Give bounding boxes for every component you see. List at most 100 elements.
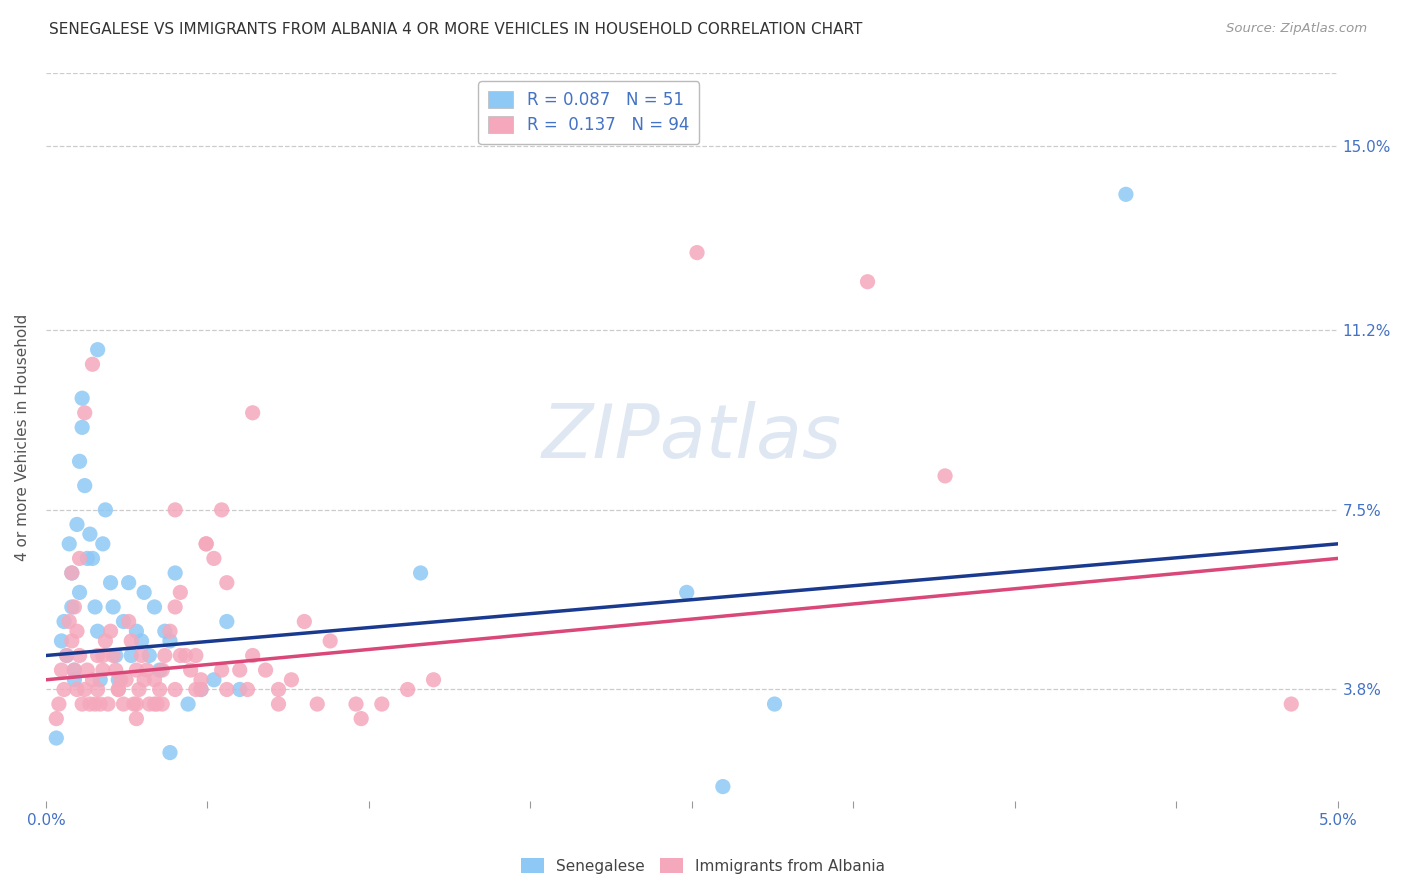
Point xyxy=(100,575,122,590)
Point xyxy=(280,673,302,687)
Point xyxy=(165,682,187,697)
Point xyxy=(344,697,367,711)
Point xyxy=(82,551,104,566)
Point xyxy=(107,673,129,687)
Point xyxy=(675,585,697,599)
Point xyxy=(138,648,160,663)
Point xyxy=(89,673,111,687)
Point xyxy=(89,697,111,711)
Text: Source: ZipAtlas.com: Source: ZipAtlas.com xyxy=(1226,22,1367,36)
Point xyxy=(94,503,117,517)
Point xyxy=(174,648,197,663)
Point xyxy=(131,648,153,663)
Point xyxy=(55,648,77,663)
Point xyxy=(153,624,176,639)
Point xyxy=(91,663,114,677)
Point xyxy=(53,682,76,697)
Point xyxy=(143,599,166,614)
Point xyxy=(60,599,83,614)
Point xyxy=(153,648,176,663)
Point xyxy=(66,517,89,532)
Point xyxy=(60,634,83,648)
Point xyxy=(45,731,67,745)
Point xyxy=(229,682,252,697)
Point xyxy=(165,503,187,517)
Point xyxy=(91,537,114,551)
Point xyxy=(211,663,233,677)
Point xyxy=(149,663,172,677)
Point xyxy=(1279,697,1302,711)
Point xyxy=(1115,187,1137,202)
Point xyxy=(82,673,104,687)
Point xyxy=(307,697,329,711)
Point xyxy=(165,599,187,614)
Point xyxy=(76,551,98,566)
Point xyxy=(58,615,80,629)
Point xyxy=(110,673,132,687)
Point xyxy=(711,780,734,794)
Point xyxy=(112,615,135,629)
Point xyxy=(55,648,77,663)
Y-axis label: 4 or more Vehicles in Household: 4 or more Vehicles in Household xyxy=(15,313,30,561)
Point xyxy=(82,357,104,371)
Point xyxy=(763,697,786,711)
Point xyxy=(53,615,76,629)
Point xyxy=(112,697,135,711)
Point xyxy=(229,663,252,677)
Point xyxy=(159,624,181,639)
Point xyxy=(149,682,172,697)
Point xyxy=(180,663,202,677)
Point xyxy=(101,599,124,614)
Point xyxy=(143,673,166,687)
Point xyxy=(934,469,956,483)
Point xyxy=(107,682,129,697)
Point xyxy=(79,697,101,711)
Point xyxy=(86,682,108,697)
Point xyxy=(84,599,107,614)
Point xyxy=(128,682,150,697)
Point xyxy=(215,615,238,629)
Point xyxy=(60,566,83,580)
Point xyxy=(856,275,879,289)
Point xyxy=(107,682,129,697)
Point xyxy=(236,682,259,697)
Point xyxy=(195,537,218,551)
Point xyxy=(51,663,73,677)
Point xyxy=(350,712,373,726)
Point xyxy=(97,697,120,711)
Point xyxy=(150,697,173,711)
Point xyxy=(117,575,139,590)
Point xyxy=(134,673,156,687)
Point xyxy=(45,712,67,726)
Point xyxy=(86,624,108,639)
Point xyxy=(165,566,187,580)
Point xyxy=(202,673,225,687)
Point xyxy=(69,648,91,663)
Point xyxy=(190,673,212,687)
Text: SENEGALESE VS IMMIGRANTS FROM ALBANIA 4 OR MORE VEHICLES IN HOUSEHOLD CORRELATIO: SENEGALESE VS IMMIGRANTS FROM ALBANIA 4 … xyxy=(49,22,863,37)
Point xyxy=(131,634,153,648)
Text: ZIPatlas: ZIPatlas xyxy=(541,401,842,473)
Point xyxy=(254,663,277,677)
Point xyxy=(125,697,148,711)
Point xyxy=(104,648,127,663)
Point xyxy=(69,585,91,599)
Point xyxy=(292,615,315,629)
Point xyxy=(70,697,93,711)
Point xyxy=(146,697,169,711)
Point xyxy=(422,673,444,687)
Point xyxy=(184,682,207,697)
Point xyxy=(396,682,419,697)
Point xyxy=(169,585,191,599)
Point xyxy=(94,634,117,648)
Point xyxy=(58,537,80,551)
Point xyxy=(69,551,91,566)
Point xyxy=(63,599,86,614)
Point xyxy=(69,454,91,468)
Point xyxy=(86,343,108,357)
Point xyxy=(409,566,432,580)
Point xyxy=(190,682,212,697)
Point xyxy=(169,648,191,663)
Point xyxy=(159,746,181,760)
Point xyxy=(60,566,83,580)
